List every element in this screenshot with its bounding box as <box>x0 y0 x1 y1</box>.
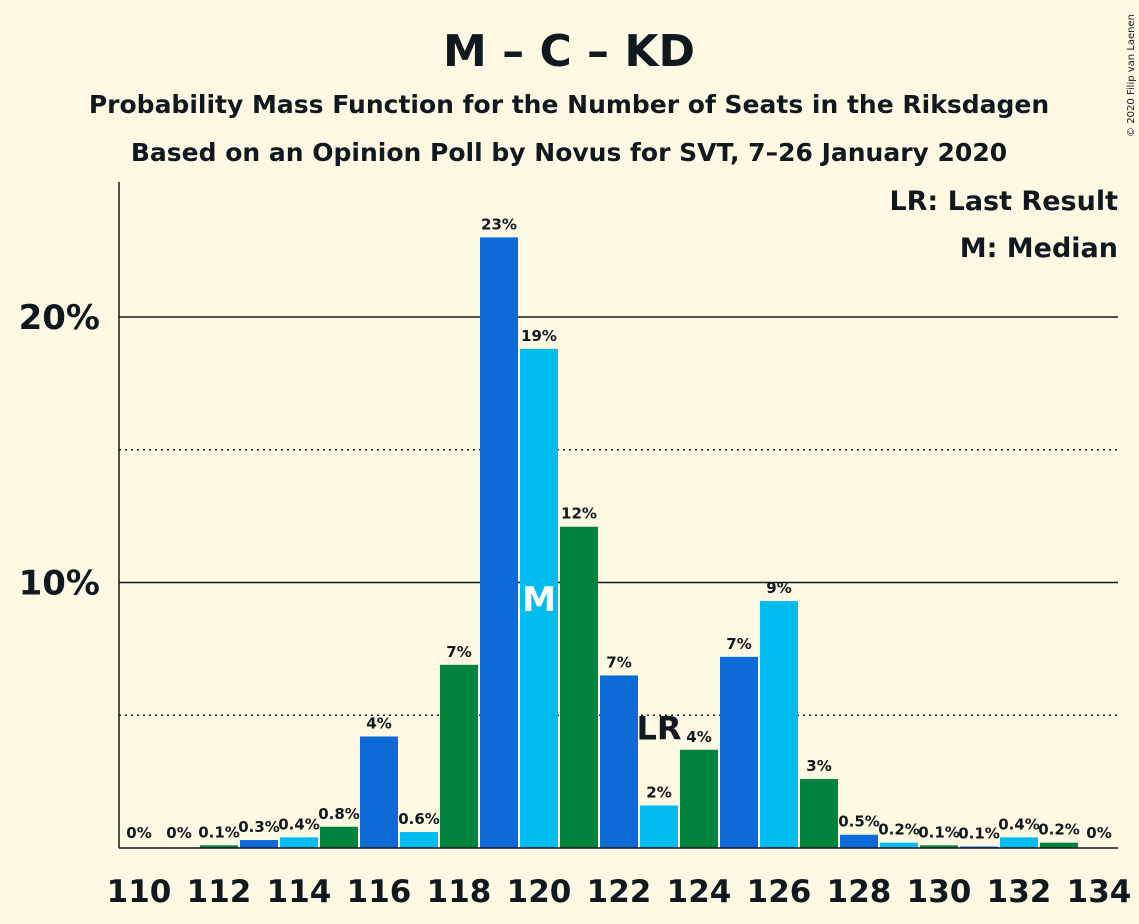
bar-seat-130 <box>920 845 958 848</box>
bar-seat-121 <box>560 526 598 848</box>
data-label-seat-115: 0.8% <box>318 805 360 823</box>
data-label-seat-125: 7% <box>726 635 751 653</box>
x-tick-label: 132 <box>987 874 1052 910</box>
data-label-seat-129: 0.2% <box>878 821 920 839</box>
bars <box>200 237 1078 849</box>
bar-seat-113 <box>240 840 278 848</box>
chart-subtitle-1: Probability Mass Function for the Number… <box>89 90 1049 119</box>
data-label-seat-123: 2% <box>646 784 671 802</box>
last-result-marker: LR <box>636 710 681 748</box>
x-tick-label: 116 <box>347 874 412 910</box>
y-axis: 10% 20% <box>19 182 120 848</box>
bar-seat-133 <box>1040 842 1078 848</box>
data-label-seat-110: 0% <box>126 824 151 842</box>
x-tick-label: 112 <box>187 874 252 910</box>
x-tick-label: 118 <box>427 874 492 910</box>
data-label-seat-122: 7% <box>606 653 631 671</box>
x-tick-label: 114 <box>267 874 332 910</box>
data-label-seat-119: 23% <box>481 215 517 233</box>
data-label-seat-111: 0% <box>166 824 191 842</box>
bar-seat-120 <box>520 348 558 848</box>
bar-seat-129 <box>880 842 918 848</box>
data-label-seat-124: 4% <box>686 728 711 746</box>
data-label-seat-133: 0.2% <box>1038 821 1080 839</box>
data-label-seat-126: 9% <box>766 579 791 597</box>
bar-seat-125 <box>720 656 758 848</box>
data-labels: 0% 0% 0.1%0.3%0.4%0.8%4%0.6%7%23%19%M12%7%… <box>126 215 1111 842</box>
chart-subtitle-2: Based on an Opinion Poll by Novus for SV… <box>131 138 1007 167</box>
bar-seat-112 <box>200 845 238 848</box>
x-tick-label: 130 <box>907 874 972 910</box>
bar-seat-117 <box>400 832 438 848</box>
bar-seat-124 <box>680 749 718 848</box>
data-label-seat-120: 19% <box>521 327 557 345</box>
bar-seat-127 <box>800 778 838 848</box>
x-tick-label: 124 <box>667 874 732 910</box>
data-label-seat-116: 4% <box>366 714 391 732</box>
bar-seat-126 <box>760 601 798 848</box>
bar-seat-116 <box>360 736 398 848</box>
bar-seat-118 <box>440 664 478 848</box>
data-label-seat-117: 0.6% <box>398 810 440 828</box>
y-tick-label: 20% <box>19 298 100 338</box>
data-label-seat-128: 0.5% <box>838 813 880 831</box>
data-label-seat-121: 12% <box>561 505 597 523</box>
x-tick-label: 126 <box>747 874 812 910</box>
x-axis: 110 112 114 116 118 120 122 124 126 128 130 132 134 <box>107 847 1132 910</box>
legend-median: M: Median <box>960 233 1118 264</box>
bar-seat-115 <box>320 826 358 848</box>
data-label-seat-134: 0% <box>1086 824 1111 842</box>
data-label-seat-131: 0.1% <box>958 825 1000 843</box>
x-tick-label: 122 <box>587 874 652 910</box>
bar-seat-114 <box>280 837 318 848</box>
bar-seat-128 <box>840 834 878 848</box>
x-tick-label: 134 <box>1067 874 1132 910</box>
x-tick-label: 120 <box>507 874 572 910</box>
data-label-seat-114: 0.4% <box>278 815 320 833</box>
x-tick-label: 110 <box>107 874 172 910</box>
bar-seat-119 <box>480 237 518 849</box>
data-label-seat-130: 0.1% <box>918 823 960 841</box>
data-label-seat-113: 0.3% <box>238 818 280 836</box>
bar-seat-132 <box>1000 837 1038 848</box>
bar-seat-122 <box>600 675 638 848</box>
data-label-seat-132: 0.4% <box>998 815 1040 833</box>
median-marker: M <box>522 580 556 620</box>
data-label-seat-112: 0.1% <box>198 823 240 841</box>
data-label-seat-118: 7% <box>446 643 471 661</box>
y-tick-label: 10% <box>19 564 100 604</box>
copyright-note: © 2020 Filip van Laenen <box>1126 14 1137 137</box>
data-label-seat-127: 3% <box>806 757 831 775</box>
bar-seat-123 <box>640 805 678 848</box>
x-tick-label: 128 <box>827 874 892 910</box>
chart-title: M – C – KD <box>443 26 695 77</box>
legend-last-result: LR: Last Result <box>889 186 1118 217</box>
